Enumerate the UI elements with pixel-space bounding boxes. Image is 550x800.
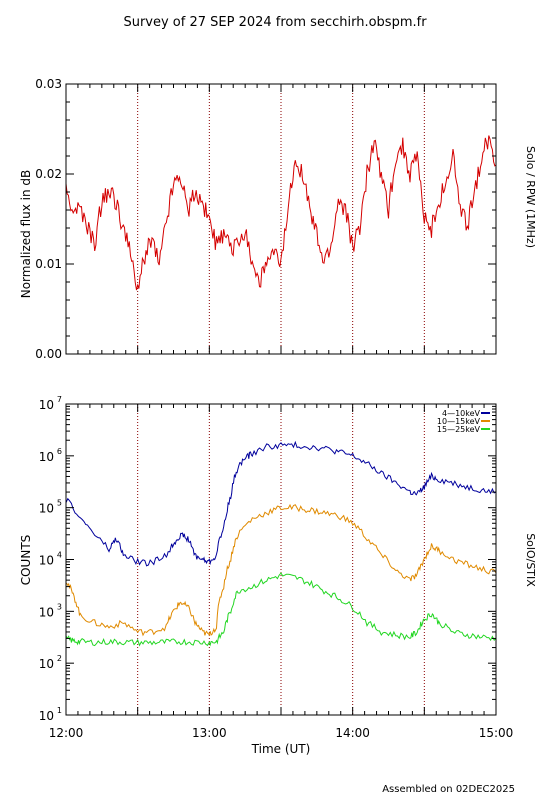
rpw-y-tick-label: 0.03	[35, 77, 62, 91]
stix-y-tick-exponent: 1	[57, 706, 62, 715]
stix-y-tick-label: 10	[39, 398, 54, 412]
stix-y-tick-label: 10	[39, 657, 54, 671]
rpw-y-tick-label: 0.01	[35, 257, 62, 271]
rpw-ylabel: Normalized flux in dB	[19, 170, 33, 299]
stix-y-tick-label: 10	[39, 605, 54, 619]
stix-y-tick-label: 10	[39, 502, 54, 516]
stix-ylabel: COUNTS	[19, 535, 33, 586]
stix-series-line-2	[65, 503, 497, 637]
legend-label: 10—15keV	[437, 417, 481, 426]
stix-y-tick-label: 10	[39, 554, 54, 568]
figure-title: Survey of 27 SEP 2024 from secchirh.obsp…	[123, 15, 427, 30]
assembled-footer: Assembled on 02DEC2025	[382, 784, 515, 795]
stix-y-tick-exponent: 7	[57, 395, 62, 404]
x-tick-label: 13:00	[192, 726, 227, 740]
stix-series-line-1	[65, 440, 497, 567]
stix-y-tick-exponent: 4	[57, 551, 62, 560]
stix-series-line-3	[65, 572, 497, 647]
stix-y-tick-label: 10	[39, 709, 54, 723]
rpw-y-tick-label: 0.00	[35, 347, 62, 361]
legend-label: 15—25keV	[437, 425, 481, 434]
x-axis-label: Time (UT)	[251, 742, 311, 756]
x-tick-label: 15:00	[479, 726, 514, 740]
rpw-flux-line	[65, 135, 497, 291]
x-tick-label: 14:00	[335, 726, 370, 740]
stix-y-tick-exponent: 2	[57, 654, 62, 663]
stix-y-tick-exponent: 3	[57, 602, 62, 611]
stix-right-label: SolO/STIX	[524, 533, 537, 587]
legend-label: 4—10keV	[442, 409, 481, 418]
stix-y-tick-label: 10	[39, 450, 54, 464]
stix-y-tick-exponent: 5	[57, 499, 62, 508]
rpw-panel: Normalized flux in dB Solo / RPW (1MHz) …	[19, 77, 537, 361]
stix-y-tick-exponent: 6	[57, 447, 62, 456]
x-tick-label: 12:00	[49, 726, 84, 740]
rpw-y-tick-label: 0.02	[35, 167, 62, 181]
rpw-right-label: Solo / RPW (1MHz)	[524, 146, 537, 248]
